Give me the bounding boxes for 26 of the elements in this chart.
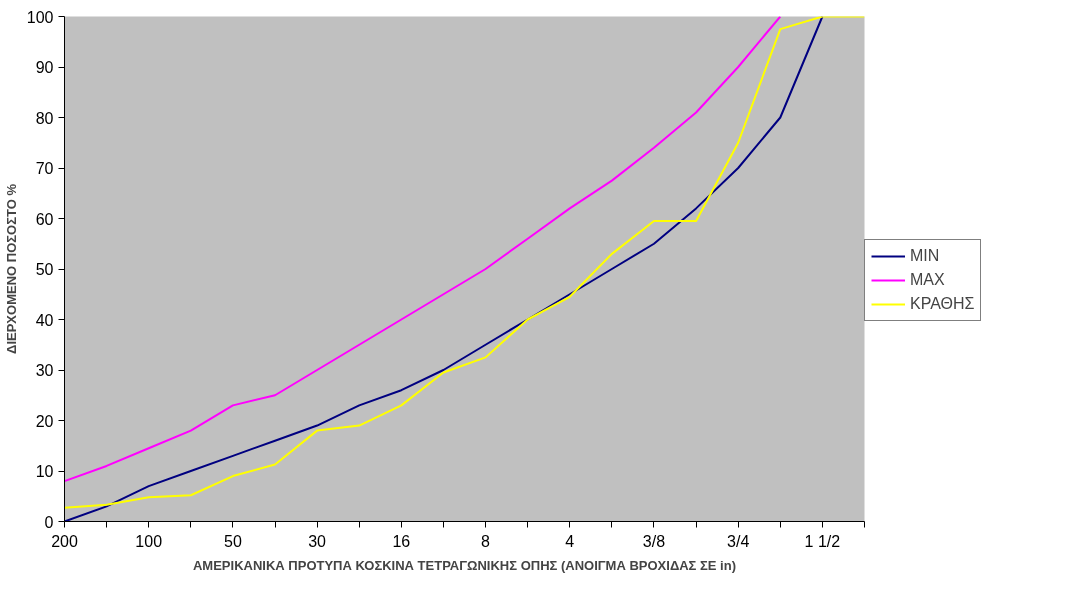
y-tick-label: 0 bbox=[44, 513, 54, 531]
y-tick-label: 80 bbox=[35, 109, 54, 127]
x-tick-label: 16 bbox=[392, 532, 411, 550]
y-tick-label: 70 bbox=[35, 160, 54, 177]
legend-label: MAX bbox=[910, 271, 945, 289]
y-tick-label: 10 bbox=[35, 463, 54, 480]
y-tick-label: 100 bbox=[26, 8, 54, 26]
x-tick-label: 50 bbox=[224, 532, 242, 550]
x-tick-label: 3/8 bbox=[642, 532, 666, 550]
x-tick-label: 200 bbox=[51, 532, 78, 550]
y-tick-label: 60 bbox=[35, 210, 54, 228]
x-tick-label: 8 bbox=[481, 532, 491, 550]
x-axis-title: ΑΜΕΡΙΚΑΝΙΚΑ ΠΡΟΤΥΠΑ ΚΟΣΚΙΝΑ ΤΕΤΡΑΓΩΝΙΚΗΣ ΟΠΗΣ (ΑΝΟΙΓΜΑ ΒΡΟΧΙΔΑΣ ΣΕ in) bbox=[192, 557, 737, 573]
x-tick-label: 4 bbox=[565, 532, 575, 550]
x-tick-label: 100 bbox=[135, 532, 163, 550]
x-tick-label: 1 1/2 bbox=[804, 532, 841, 550]
y-axis-title: ΔΙΕΡΧΟΜΕΝΟ ΠΟΣΟΣΤΟ % bbox=[3, 183, 19, 354]
legend-label: ΚΡΑΘΗΣ bbox=[910, 295, 975, 313]
y-tick-label: 20 bbox=[35, 412, 54, 430]
y-tick-label: 40 bbox=[35, 311, 54, 329]
y-tick-label: 50 bbox=[35, 261, 54, 278]
x-tick-label: 3/4 bbox=[727, 532, 750, 550]
y-tick-label: 30 bbox=[35, 362, 54, 379]
x-tick-label: 30 bbox=[308, 532, 327, 550]
legend-label: MIN bbox=[910, 247, 940, 265]
y-tick-label: 90 bbox=[35, 59, 54, 76]
